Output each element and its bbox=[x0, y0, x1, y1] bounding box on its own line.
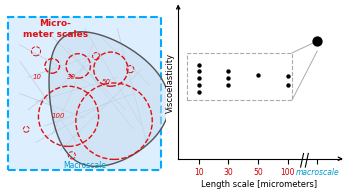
Point bbox=[285, 83, 290, 86]
Y-axis label: Viscoelasticity: Viscoelasticity bbox=[166, 53, 175, 113]
Point bbox=[196, 83, 202, 86]
Text: meter scales: meter scales bbox=[23, 30, 88, 39]
Bar bbox=[187, 53, 292, 100]
Text: Macroscale: Macroscale bbox=[63, 161, 106, 170]
Point bbox=[255, 73, 261, 76]
Text: 50: 50 bbox=[101, 79, 110, 85]
Point bbox=[226, 83, 231, 86]
X-axis label: Length scale [micrometers]: Length scale [micrometers] bbox=[201, 180, 318, 189]
Text: 10: 10 bbox=[33, 74, 42, 80]
Polygon shape bbox=[49, 32, 169, 166]
Point bbox=[196, 70, 202, 73]
Point bbox=[196, 63, 202, 66]
Point bbox=[226, 70, 231, 73]
Point bbox=[226, 77, 231, 80]
Point bbox=[315, 40, 320, 43]
Point bbox=[196, 77, 202, 80]
Point bbox=[196, 90, 202, 93]
Text: 100: 100 bbox=[52, 113, 65, 119]
Point bbox=[285, 75, 290, 78]
Text: Micro-: Micro- bbox=[39, 19, 71, 28]
Text: 30: 30 bbox=[67, 74, 76, 80]
